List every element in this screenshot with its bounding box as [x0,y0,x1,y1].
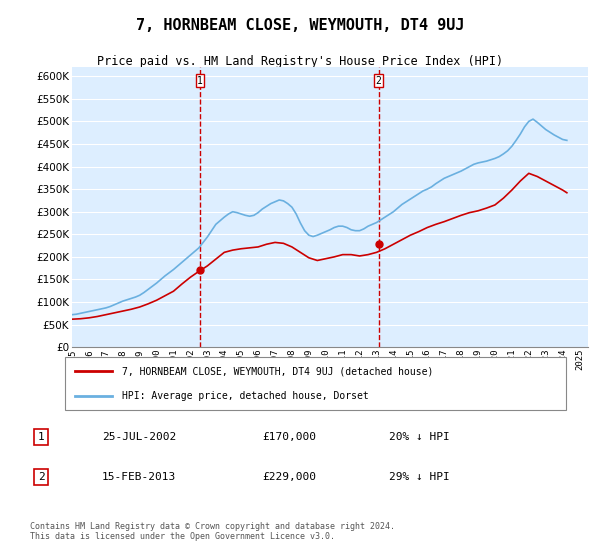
Text: 7, HORNBEAM CLOSE, WEYMOUTH, DT4 9UJ (detached house): 7, HORNBEAM CLOSE, WEYMOUTH, DT4 9UJ (de… [122,366,433,376]
Text: Contains HM Land Registry data © Crown copyright and database right 2024.
This d: Contains HM Land Registry data © Crown c… [30,522,395,542]
FancyBboxPatch shape [65,357,566,410]
Text: 2: 2 [38,472,44,482]
Text: 7, HORNBEAM CLOSE, WEYMOUTH, DT4 9UJ: 7, HORNBEAM CLOSE, WEYMOUTH, DT4 9UJ [136,18,464,33]
Text: 29% ↓ HPI: 29% ↓ HPI [389,472,449,482]
Text: 25-JUL-2002: 25-JUL-2002 [102,432,176,442]
Text: £170,000: £170,000 [262,432,316,442]
Text: 20% ↓ HPI: 20% ↓ HPI [389,432,449,442]
Text: 1: 1 [38,432,44,442]
Text: HPI: Average price, detached house, Dorset: HPI: Average price, detached house, Dors… [122,391,368,401]
Text: 1: 1 [197,76,203,86]
Text: 2: 2 [376,76,382,86]
Text: Price paid vs. HM Land Registry's House Price Index (HPI): Price paid vs. HM Land Registry's House … [97,55,503,68]
Text: £229,000: £229,000 [262,472,316,482]
Text: 15-FEB-2013: 15-FEB-2013 [102,472,176,482]
